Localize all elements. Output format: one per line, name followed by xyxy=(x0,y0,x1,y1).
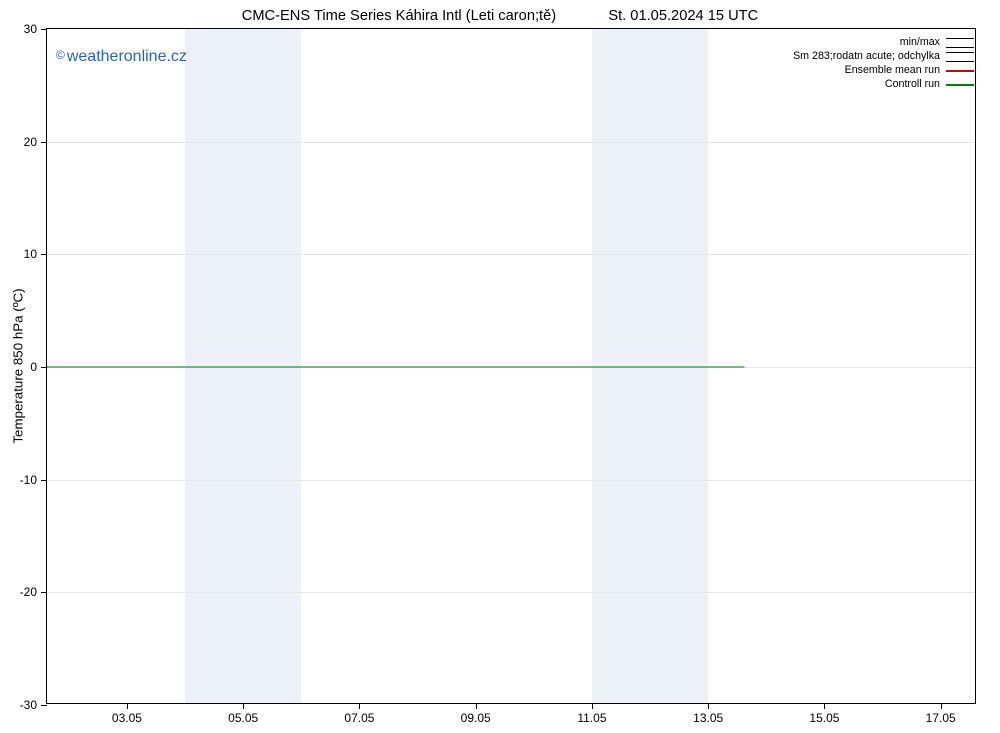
copyright-icon: © xyxy=(56,48,65,62)
y-tick-label: -20 xyxy=(20,585,37,599)
legend-label: Controll run xyxy=(885,78,940,92)
legend-label: Sm 283;rodatn acute; odchylka xyxy=(793,50,940,64)
legend-item: Sm 283;rodatn acute; odchylka xyxy=(793,50,974,64)
x-tick-label: 03.05 xyxy=(112,711,142,725)
plot-area: -30-20-10010203003.0505.0507.0509.0511.0… xyxy=(46,28,976,704)
watermark: ©weatheronline.cz xyxy=(56,48,187,66)
y-axis-label: Temperature 850 hPa (ºC) xyxy=(11,288,26,443)
legend-label: Ensemble mean run xyxy=(845,64,940,78)
y-tick-label: 10 xyxy=(24,247,37,261)
legend: min/maxSm 283;rodatn acute; odchylkaEnse… xyxy=(793,36,974,91)
legend-item: Controll run xyxy=(793,78,974,92)
x-tick-label: 17.05 xyxy=(926,711,956,725)
legend-item: min/max xyxy=(793,36,974,50)
legend-label: min/max xyxy=(900,36,940,50)
series-layer xyxy=(47,29,977,705)
legend-swatch xyxy=(946,52,974,62)
legend-swatch xyxy=(946,38,974,48)
y-tick-mark xyxy=(41,705,47,706)
y-tick-label: 30 xyxy=(24,22,37,36)
y-tick-label: 0 xyxy=(30,360,37,374)
legend-item: Ensemble mean run xyxy=(793,64,974,78)
y-tick-label: -30 xyxy=(20,698,37,712)
chart-title: CMC-ENS Time Series Káhira Intl (Leti ca… xyxy=(0,8,1000,24)
y-tick-label: -10 xyxy=(20,473,37,487)
x-tick-label: 11.05 xyxy=(577,711,606,725)
title-left: CMC-ENS Time Series Káhira Intl (Leti ca… xyxy=(242,8,556,24)
x-tick-label: 09.05 xyxy=(461,711,491,725)
x-tick-label: 05.05 xyxy=(228,711,258,725)
y-tick-label: 20 xyxy=(24,135,37,149)
title-right: St. 01.05.2024 15 UTC xyxy=(608,8,758,24)
watermark-text: weatheronline.cz xyxy=(67,48,187,65)
x-tick-label: 13.05 xyxy=(693,711,723,725)
legend-line xyxy=(946,70,974,72)
x-tick-label: 07.05 xyxy=(344,711,374,725)
chart-stage: CMC-ENS Time Series Káhira Intl (Leti ca… xyxy=(0,0,1000,733)
legend-line xyxy=(946,84,974,86)
x-tick-label: 15.05 xyxy=(809,711,839,725)
